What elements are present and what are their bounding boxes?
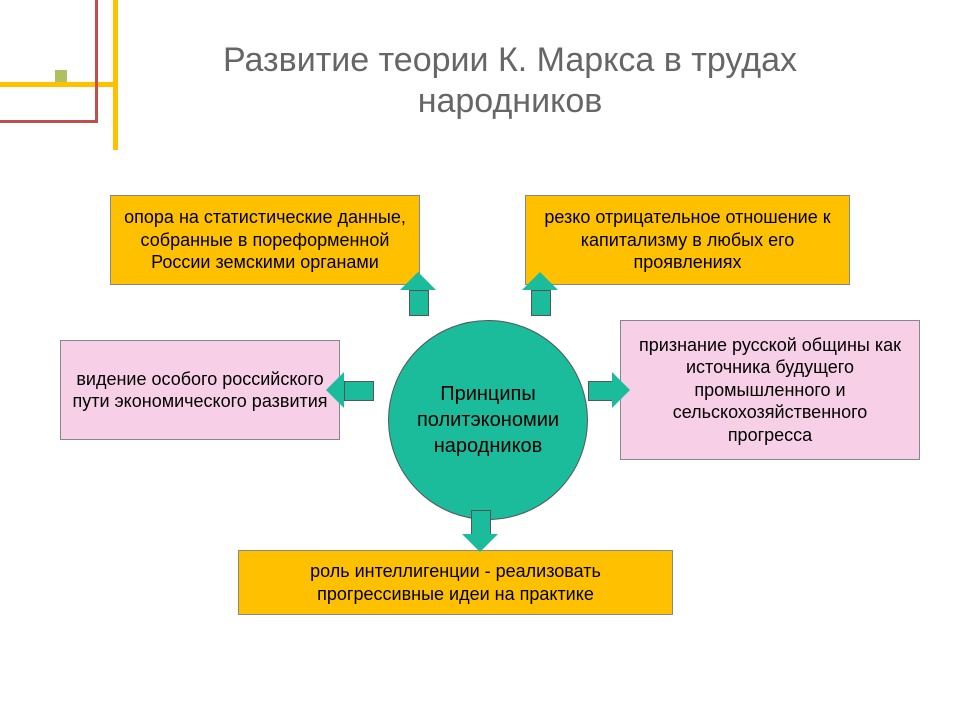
decor-vline (113, 0, 118, 150)
decor-bullet (55, 70, 67, 82)
slide: Развитие теории К. Маркса в трудах народ… (0, 0, 960, 720)
box-top-left: опора на статистические данные, собранны… (110, 195, 420, 285)
center-text: Принципы политэкономии народников (399, 381, 577, 459)
box-top-left-text: опора на статистические данные, собранны… (119, 206, 411, 274)
box-bottom: роль интеллигенции - реализовать прогрес… (238, 550, 673, 615)
decor-hline-2 (0, 120, 98, 123)
box-right: признание русской общины как источника б… (620, 320, 920, 460)
slide-title: Развитие теории К. Маркса в трудах народ… (160, 40, 860, 122)
box-left: видение особого российского пути экономи… (60, 340, 340, 440)
box-left-text: видение особого российского пути экономи… (69, 368, 331, 413)
box-top-right-text: резко отрицательное отношение к капитали… (534, 206, 841, 274)
decor-hline (0, 82, 118, 87)
box-bottom-text: роль интеллигенции - реализовать прогрес… (247, 560, 664, 605)
box-right-text: признание русской общины как источника б… (629, 334, 911, 447)
center-circle: Принципы политэкономии народников (388, 320, 588, 520)
decor-vline-2 (95, 0, 98, 123)
box-top-right: резко отрицательное отношение к капитали… (525, 195, 850, 285)
